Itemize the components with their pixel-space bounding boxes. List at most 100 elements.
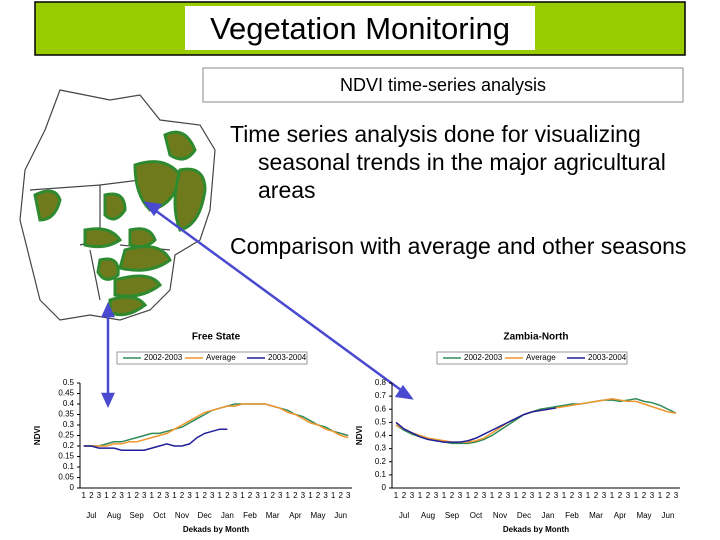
legend-label: 2002-2003 bbox=[144, 353, 183, 362]
series-line bbox=[83, 403, 349, 447]
title-backdrop bbox=[185, 6, 535, 50]
area bbox=[163, 130, 197, 161]
x-tick-label: 3 bbox=[165, 491, 170, 500]
x-tick-label: 2 bbox=[202, 491, 207, 500]
x-tick-label: 1 bbox=[263, 491, 268, 500]
series-line bbox=[395, 397, 677, 445]
arrow-line bbox=[151, 206, 406, 395]
month-label: Oct bbox=[153, 511, 166, 520]
subtitle: NDVI time-series analysis bbox=[340, 75, 546, 95]
y-axis-label: NDVI bbox=[33, 426, 42, 445]
x-tick-label: 2 bbox=[316, 491, 321, 500]
x-tick-label: 1 bbox=[286, 491, 291, 500]
x-tick-label: 1 bbox=[562, 491, 567, 500]
month-label: Nov bbox=[493, 511, 507, 520]
x-tick-label: 1 bbox=[418, 491, 423, 500]
x-tick-label: 2 bbox=[112, 491, 117, 500]
subtitle-box bbox=[202, 67, 684, 103]
arrows bbox=[101, 201, 414, 409]
month-label: Jun bbox=[334, 511, 347, 520]
legend-box bbox=[116, 351, 308, 365]
y-tick-label: 0.3 bbox=[63, 420, 75, 429]
x-tick-label: 3 bbox=[210, 491, 215, 500]
month-label: Jan bbox=[221, 511, 234, 520]
y-tick-label: 0 bbox=[70, 483, 75, 492]
x-tick-label: 2 bbox=[225, 491, 230, 500]
area bbox=[96, 257, 120, 281]
x-tick-label: 2 bbox=[546, 491, 551, 500]
month-label: Dec bbox=[198, 511, 212, 520]
x-tick-label: 1 bbox=[394, 491, 399, 500]
x-tick-label: 3 bbox=[578, 491, 583, 500]
area bbox=[128, 227, 157, 249]
x-tick-label: 3 bbox=[323, 491, 328, 500]
x-tick-label: 1 bbox=[466, 491, 471, 500]
x-axis-label: Dekads by Month bbox=[503, 525, 569, 534]
x-tick-label: 2 bbox=[426, 491, 431, 500]
area bbox=[33, 189, 62, 222]
x-tick-label: 3 bbox=[142, 491, 147, 500]
y-tick-label: 0.2 bbox=[63, 441, 75, 450]
bullet: Comparison with average and other season… bbox=[230, 233, 687, 259]
x-tick-label: 2 bbox=[666, 491, 671, 500]
y-tick-label: 0.25 bbox=[58, 431, 74, 440]
x-tick-label: 2 bbox=[450, 491, 455, 500]
x-tick-label: 2 bbox=[618, 491, 623, 500]
x-tick-label: 3 bbox=[506, 491, 511, 500]
x-tick-label: 1 bbox=[127, 491, 132, 500]
y-tick-label: 0.2 bbox=[375, 457, 387, 466]
slide-title: Vegetation Monitoring bbox=[210, 11, 510, 46]
x-tick-label: 1 bbox=[442, 491, 447, 500]
month-label: Feb bbox=[243, 511, 257, 520]
x-tick-label: 1 bbox=[150, 491, 155, 500]
month-label: Aug bbox=[107, 511, 121, 520]
area bbox=[83, 227, 123, 249]
arrow-head bbox=[143, 201, 163, 217]
area bbox=[133, 160, 182, 212]
y-tick-label: 0.1 bbox=[63, 462, 75, 471]
x-tick-label: 3 bbox=[458, 491, 463, 500]
x-tick-label: 3 bbox=[233, 491, 238, 500]
x-tick-label: 2 bbox=[594, 491, 599, 500]
x-tick-label: 1 bbox=[610, 491, 615, 500]
x-tick-label: 1 bbox=[195, 491, 200, 500]
x-tick-label: 1 bbox=[514, 491, 519, 500]
y-tick-label: 0.4 bbox=[63, 399, 75, 408]
x-tick-label: 1 bbox=[658, 491, 663, 500]
x-tick-label: 3 bbox=[482, 491, 487, 500]
x-tick-label: 3 bbox=[346, 491, 351, 500]
area bbox=[118, 245, 172, 272]
series-line bbox=[83, 403, 349, 447]
x-tick-label: 3 bbox=[278, 491, 283, 500]
x-tick-label: 3 bbox=[255, 491, 260, 500]
x-tick-label: 1 bbox=[538, 491, 543, 500]
y-tick-label: 0.45 bbox=[58, 389, 74, 398]
y-tick-label: 0.15 bbox=[58, 452, 74, 461]
x-tick-label: 3 bbox=[554, 491, 559, 500]
x-tick-label: 3 bbox=[434, 491, 439, 500]
x-tick-label: 2 bbox=[522, 491, 527, 500]
x-tick-label: 3 bbox=[650, 491, 655, 500]
month-label: Feb bbox=[565, 511, 579, 520]
x-tick-label: 1 bbox=[586, 491, 591, 500]
legend-label: 2003-2004 bbox=[588, 353, 627, 362]
x-tick-label: 2 bbox=[402, 491, 407, 500]
legend-label: Average bbox=[206, 353, 236, 362]
x-tick-label: 3 bbox=[530, 491, 535, 500]
y-tick-label: 0.05 bbox=[58, 473, 74, 482]
x-tick-label: 1 bbox=[308, 491, 313, 500]
x-tick-label: 1 bbox=[104, 491, 109, 500]
y-tick-label: 0.35 bbox=[58, 410, 74, 419]
arrow-head bbox=[394, 384, 414, 400]
x-tick-label: 1 bbox=[218, 491, 223, 500]
x-tick-label: 2 bbox=[293, 491, 298, 500]
x-tick-label: 3 bbox=[626, 491, 631, 500]
month-label: Jan bbox=[542, 511, 555, 520]
area bbox=[108, 295, 148, 317]
arrow-head bbox=[101, 392, 115, 409]
y-tick-label: 0 bbox=[382, 483, 387, 492]
month-label: Aug bbox=[421, 511, 435, 520]
x-tick-label: 2 bbox=[642, 491, 647, 500]
x-tick-label: 3 bbox=[602, 491, 607, 500]
series-line bbox=[395, 407, 557, 443]
